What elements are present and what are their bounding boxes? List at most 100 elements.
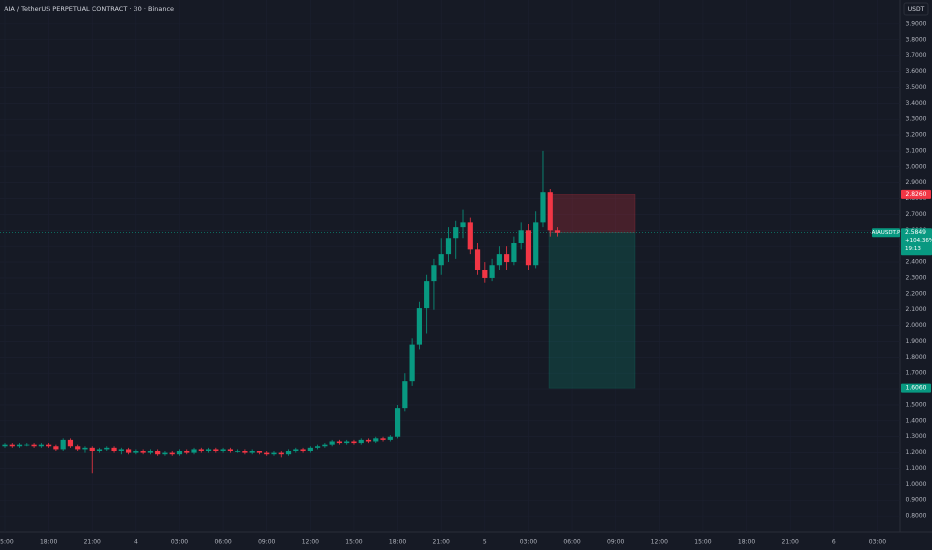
candle-body — [431, 265, 437, 282]
candle-body — [460, 222, 466, 228]
candle-body — [271, 452, 277, 455]
last-price-box — [901, 228, 932, 256]
symbol-label: AIAUSDT.P — [872, 230, 901, 236]
candle-body — [315, 446, 321, 448]
y-tick-label: 3.3000 — [906, 116, 927, 123]
x-tick-label: 03:00 — [869, 539, 886, 546]
x-tick-label: 09:00 — [258, 539, 275, 546]
candle-body — [489, 265, 495, 278]
candle-body — [387, 436, 393, 440]
candle-body — [293, 449, 299, 452]
candle-body — [307, 447, 313, 452]
candle-body — [2, 444, 8, 447]
candle-body — [525, 230, 532, 266]
y-tick-label: 2.7000 — [906, 211, 927, 218]
candle-body — [358, 439, 364, 444]
x-tick-label: 4 — [134, 539, 138, 546]
candle-body — [111, 447, 117, 452]
y-tick-label: 1.1000 — [906, 465, 927, 472]
target-zone — [548, 232, 636, 389]
candle-body — [518, 230, 524, 244]
candle-body — [409, 344, 415, 382]
y-tick-label: 1.0000 — [906, 481, 927, 488]
candle-body — [213, 449, 219, 452]
candle-body — [547, 192, 553, 231]
candle-body — [9, 444, 15, 447]
chart-title: AIA / TetherUS PERPETUAL CONTRACT · 30 ·… — [4, 5, 174, 13]
candle-body — [125, 449, 132, 453]
candle-body — [24, 444, 30, 446]
y-tick-label: 2.2000 — [906, 290, 927, 297]
y-tick-label: 3.6000 — [906, 68, 927, 75]
last-price-label: 2.5849 — [905, 229, 926, 236]
currency-button[interactable] — [903, 2, 929, 16]
y-tick-label: 1.9000 — [906, 338, 927, 345]
x-tick-label: 18:00 — [738, 539, 755, 546]
candle-body — [16, 444, 23, 447]
y-tick-label: 3.2000 — [906, 132, 927, 139]
x-tick-label: 15:00 — [345, 539, 362, 546]
candle-body — [67, 439, 74, 447]
candle-body — [380, 438, 386, 440]
x-tick-label: 18:00 — [389, 539, 406, 546]
y-tick-label: 1.5000 — [906, 401, 927, 408]
y-tick-label: 2.9000 — [906, 179, 927, 186]
candle-body — [336, 441, 343, 444]
candle-body — [140, 451, 146, 453]
y-tick-label: 0.9000 — [906, 497, 927, 504]
y-tick-label: 2.0000 — [906, 322, 927, 329]
y-tick-label: 3.5000 — [906, 84, 927, 91]
candle-body — [402, 381, 408, 409]
candle-body — [60, 439, 66, 450]
x-tick-label: 03:00 — [520, 539, 537, 546]
candle-body — [445, 238, 452, 255]
y-tick-label: 3.0000 — [906, 163, 927, 170]
candle-body — [53, 446, 59, 450]
candle-body — [31, 444, 37, 447]
symbol-box — [872, 228, 900, 238]
candle-body — [162, 452, 168, 455]
candle-body — [438, 254, 444, 266]
candle-body — [75, 446, 81, 450]
candle-body — [133, 451, 139, 453]
candle-body — [227, 449, 233, 452]
x-tick-label: 03:00 — [171, 539, 188, 546]
y-tick-label: 1.7000 — [906, 370, 927, 377]
y-tick-label: 3.9000 — [906, 20, 927, 27]
candle-body — [256, 451, 263, 453]
candle-body — [482, 270, 488, 278]
candle-body — [198, 449, 204, 452]
candle-body — [96, 449, 103, 452]
currency[interactable]: USDT — [908, 6, 925, 13]
x-tick-label: 15:00 — [694, 539, 711, 546]
x-tick-label: 06:00 — [214, 539, 231, 546]
candle-body — [533, 222, 539, 266]
stop-label-box — [901, 189, 931, 199]
x-tick-label: 21:00 — [84, 539, 101, 546]
x-tick-label: 15:00 — [0, 539, 14, 546]
change-label: +104.36% — [905, 238, 932, 244]
candle-body — [264, 452, 270, 455]
candle-body — [191, 449, 197, 453]
candle-body — [147, 451, 153, 453]
candle-body — [496, 254, 502, 266]
candle-body — [205, 449, 212, 452]
candle-body — [344, 441, 350, 444]
x-tick-label: 09:00 — [607, 539, 624, 546]
countdown-label: 19:13 — [905, 246, 921, 252]
y-tick-label: 3.4000 — [906, 100, 927, 107]
stop-zone — [548, 194, 636, 233]
x-tick-label: 5 — [483, 539, 487, 546]
candle-body — [453, 227, 459, 239]
candle-body — [235, 451, 241, 452]
x-tick-label: 21:00 — [782, 539, 799, 546]
candle-body — [242, 451, 248, 453]
candle-body — [38, 444, 44, 447]
candle-body — [554, 230, 561, 233]
x-tick-label: 12:00 — [651, 539, 668, 546]
candle-body — [540, 192, 546, 223]
candle-body — [184, 451, 190, 453]
y-tick-label: 2.3000 — [906, 274, 927, 281]
